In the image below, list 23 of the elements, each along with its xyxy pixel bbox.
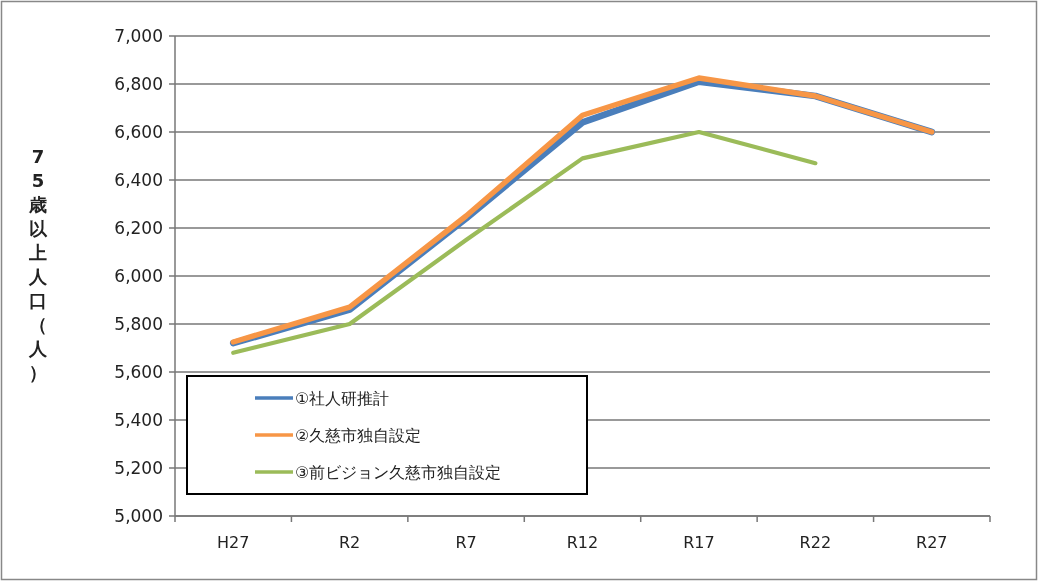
x-tick-label: R22 (799, 533, 832, 552)
y-tick-label: 5,200 (114, 458, 163, 478)
legend-label: ③前ビジョン久慈市独自設定 (295, 463, 502, 482)
x-tick-label: R17 (683, 533, 715, 552)
y-tick-label: 5,400 (114, 410, 163, 430)
y-tick-label: 6,800 (114, 74, 163, 94)
y-tick-label: 6,600 (114, 122, 163, 142)
y-tick-label: 6,000 (114, 266, 163, 286)
line-series (231, 129, 818, 355)
y-tick-label: 7,000 (114, 26, 163, 46)
x-tick-label: R2 (338, 533, 361, 552)
x-tick-label: R27 (916, 533, 948, 552)
y-tick-label: 5,600 (114, 362, 163, 382)
y-tick-label: 6,400 (114, 170, 163, 190)
x-tick-label: R7 (455, 533, 477, 552)
legend-label: ①社人研推計 (295, 389, 390, 408)
x-tick-label: R12 (566, 533, 599, 552)
text: 75歳以上人口（人） (29, 146, 47, 383)
y-tick-label: 5,800 (114, 314, 163, 334)
x-tick-label: H27 (217, 533, 250, 552)
legend-label: ②久慈市独自設定 (295, 426, 422, 445)
y-tick-label: 5,000 (114, 506, 163, 526)
y-tick-label: 6,200 (114, 218, 163, 238)
